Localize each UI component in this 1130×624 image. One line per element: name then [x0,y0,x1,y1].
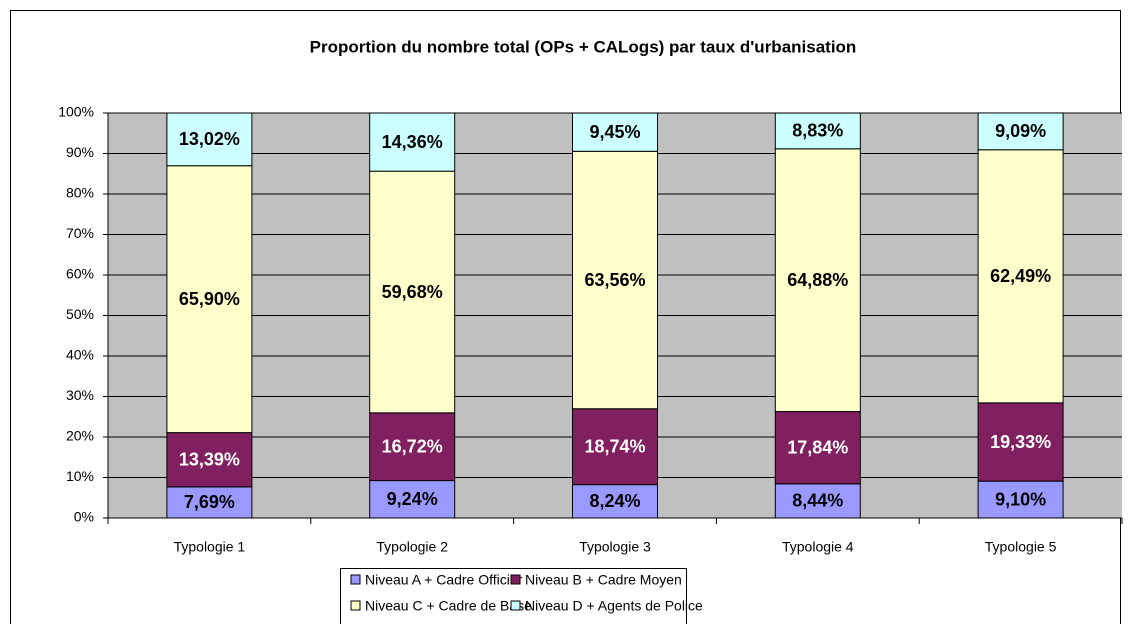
bar-segment [774,112,861,150]
bar-segment [572,484,658,519]
bar-segment [369,170,456,414]
x-tick-label: Typologie 2 [376,539,448,555]
data-label: 9,45% [589,122,640,142]
data-label: 13,02% [179,129,240,149]
y-tick-label: 70% [66,225,94,241]
bar-segment [977,112,1064,151]
bar-segment [977,149,1064,404]
data-label: 19,33% [990,432,1051,452]
chart-title: Proportion du nombre total (OPs + CALogs… [310,37,857,56]
legend-swatch [510,574,521,585]
data-label: 13,39% [179,449,240,469]
bar-segment [166,112,253,167]
data-label: 63,56% [584,270,645,290]
data-label: 16,72% [382,436,443,456]
data-label: 14,36% [382,132,443,152]
bar-segment [774,148,861,413]
bar-segment [369,112,456,172]
legend-label: Niveau B + Cadre Moyen [525,572,682,588]
data-label: 9,09% [995,121,1046,141]
data-label: 64,88% [787,270,848,290]
y-tick-label: 100% [58,104,94,120]
bar-segment [166,165,253,434]
x-tick-label: Typologie 4 [782,539,854,555]
data-label: 9,24% [387,489,438,509]
x-tick-label: Typologie 5 [985,539,1057,555]
data-label: 17,84% [787,437,848,457]
x-tick-label: Typologie 3 [579,539,651,555]
y-tick-label: 40% [66,347,94,363]
bar-segment [369,480,456,519]
y-tick-label: 90% [66,144,94,160]
bar-segment [572,408,658,486]
y-tick-label: 60% [66,266,94,282]
legend-swatch [350,574,361,585]
data-label: 8,83% [792,121,843,141]
legend-label: Niveau A + Cadre Officier [365,572,523,588]
data-label: 59,68% [382,282,443,302]
bar-segment [166,432,253,488]
bar-segment [977,480,1064,519]
bar-segment [774,483,861,519]
bar-segment [774,411,861,485]
data-label: 65,90% [179,289,240,309]
legend-label: Niveau D + Agents de Police [525,598,703,614]
x-tick-label: Typologie 1 [174,539,246,555]
data-label: 7,69% [184,492,235,512]
data-label: 8,44% [792,491,843,511]
data-label: 18,74% [584,436,645,456]
y-tick-label: 50% [66,306,94,322]
bar-segment [572,112,658,152]
data-label: 62,49% [990,266,1051,286]
y-tick-label: 10% [66,468,94,484]
y-tick-label: 80% [66,185,94,201]
bar-segment [977,402,1064,482]
bar-segment [369,412,456,482]
data-label: 9,10% [995,489,1046,509]
bar-segment [572,150,658,410]
legend-label: Niveau C + Cadre de Base [365,598,532,614]
legend-swatch [350,600,361,611]
y-tick-label: 20% [66,428,94,444]
data-label: 8,24% [589,491,640,511]
y-tick-label: 30% [66,387,94,403]
legend-swatch [510,600,521,611]
y-tick-label: 0% [74,509,94,525]
